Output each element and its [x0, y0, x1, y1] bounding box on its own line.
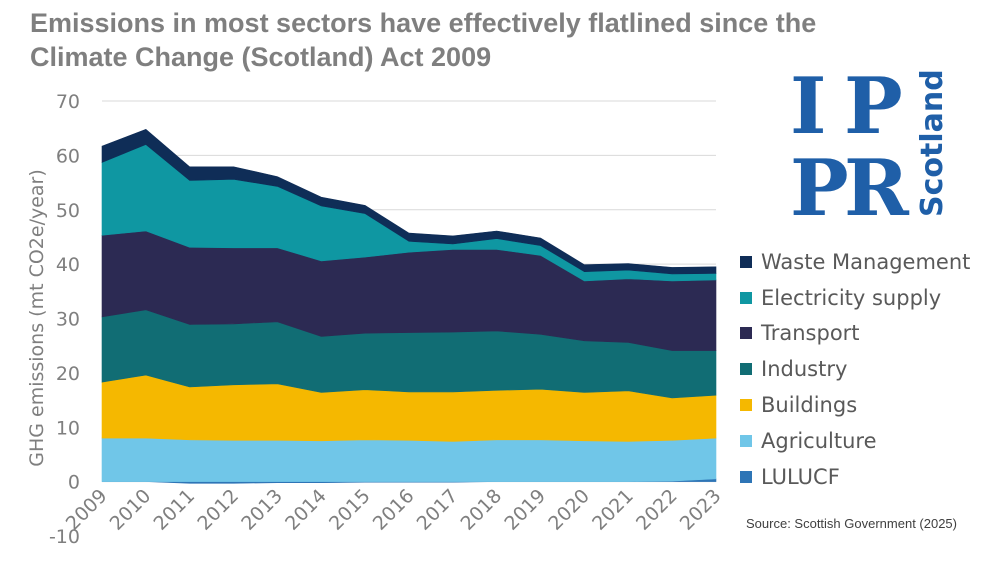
- legend-swatch: [740, 327, 752, 340]
- legend-item-transport: Transport: [740, 316, 970, 352]
- ippr-scotland-logo: I P P R Scotland: [782, 55, 952, 234]
- chart-title: Emissions in most sectors have effective…: [30, 6, 830, 74]
- legend-item-electricity-supply: Electricity supply: [740, 280, 970, 316]
- source-note: Source: Scottish Government (2025): [746, 516, 957, 531]
- y-axis-ticks: -10 0 10 20 30 40 50 60 70: [49, 91, 80, 548]
- x-tick-label: 2021: [588, 485, 638, 535]
- legend-swatch: [740, 470, 752, 483]
- y-tick-label: 0: [68, 472, 80, 494]
- y-tick-label: 50: [56, 200, 80, 222]
- ippr-logo-mark: I P P R Scotland: [790, 61, 950, 234]
- legend-swatch: [740, 399, 752, 412]
- x-tick-label: 2019: [500, 485, 550, 535]
- logo-word-scotland: Scotland: [915, 69, 950, 217]
- x-tick-label: 2023: [676, 485, 726, 535]
- legend-label: Electricity supply: [761, 285, 942, 310]
- legend-swatch: [740, 255, 752, 268]
- legend-label: LULUCF: [761, 464, 840, 489]
- legend-label: Buildings: [761, 393, 858, 418]
- x-tick-label: 2018: [456, 485, 506, 535]
- logo-letter-r: R: [844, 143, 910, 225]
- y-tick-label: -10: [49, 526, 80, 548]
- legend-swatch: [740, 291, 752, 304]
- y-axis-label: GHG emissions (mt CO2e/year): [26, 169, 48, 467]
- x-tick-label: 2013: [237, 485, 287, 535]
- legend-label: Waste Management: [761, 249, 971, 274]
- area-agriculture: [101, 437, 717, 482]
- legend-item-agriculture: Agriculture: [740, 423, 970, 459]
- logo-letter-i: I: [790, 61, 827, 152]
- logo-letter-p-1: P: [844, 61, 903, 152]
- logo-letter-p-2: P: [790, 143, 849, 225]
- x-tick-label: 2015: [325, 485, 375, 535]
- x-tick-label: 2022: [632, 485, 682, 535]
- x-tick-label: 2010: [106, 485, 156, 535]
- legend-item-industry: Industry: [740, 351, 970, 387]
- y-tick-label: 70: [56, 91, 80, 113]
- chart-title-line-2: Climate Change (Scotland) Act 2009: [30, 42, 492, 72]
- legend-item-buildings: Buildings: [740, 387, 970, 423]
- legend-label: Industry: [761, 357, 848, 382]
- legend-swatch: [740, 434, 752, 447]
- area-series: [101, 128, 717, 484]
- x-tick-label: 2020: [544, 485, 594, 535]
- x-tick-label: 2014: [281, 485, 331, 535]
- x-axis-ticks: 2009201020112012201320142015201620172018…: [62, 485, 726, 535]
- legend-label: Agriculture: [761, 428, 877, 453]
- legend-item-waste-management: Waste Management: [740, 244, 970, 280]
- x-tick-label: 2012: [193, 485, 243, 535]
- area-waste-management: [101, 128, 717, 275]
- y-tick-label: 40: [56, 254, 80, 276]
- y-tick-label: 30: [56, 309, 80, 331]
- legend-swatch: [740, 363, 752, 376]
- legend: Waste Management Electricity supply Transp…: [740, 244, 970, 495]
- x-tick-label: 2011: [149, 485, 199, 535]
- y-tick-label: 60: [56, 145, 80, 167]
- legend-item-lulucf: LULUCF: [740, 459, 970, 495]
- chart-title-line-1: Emissions in most sectors have effective…: [30, 8, 817, 38]
- y-tick-label: 20: [56, 363, 80, 385]
- y-tick-label: 10: [56, 417, 80, 439]
- legend-label: Transport: [761, 321, 860, 346]
- x-tick-label: 2016: [369, 485, 419, 535]
- x-tick-label: 2017: [413, 485, 463, 535]
